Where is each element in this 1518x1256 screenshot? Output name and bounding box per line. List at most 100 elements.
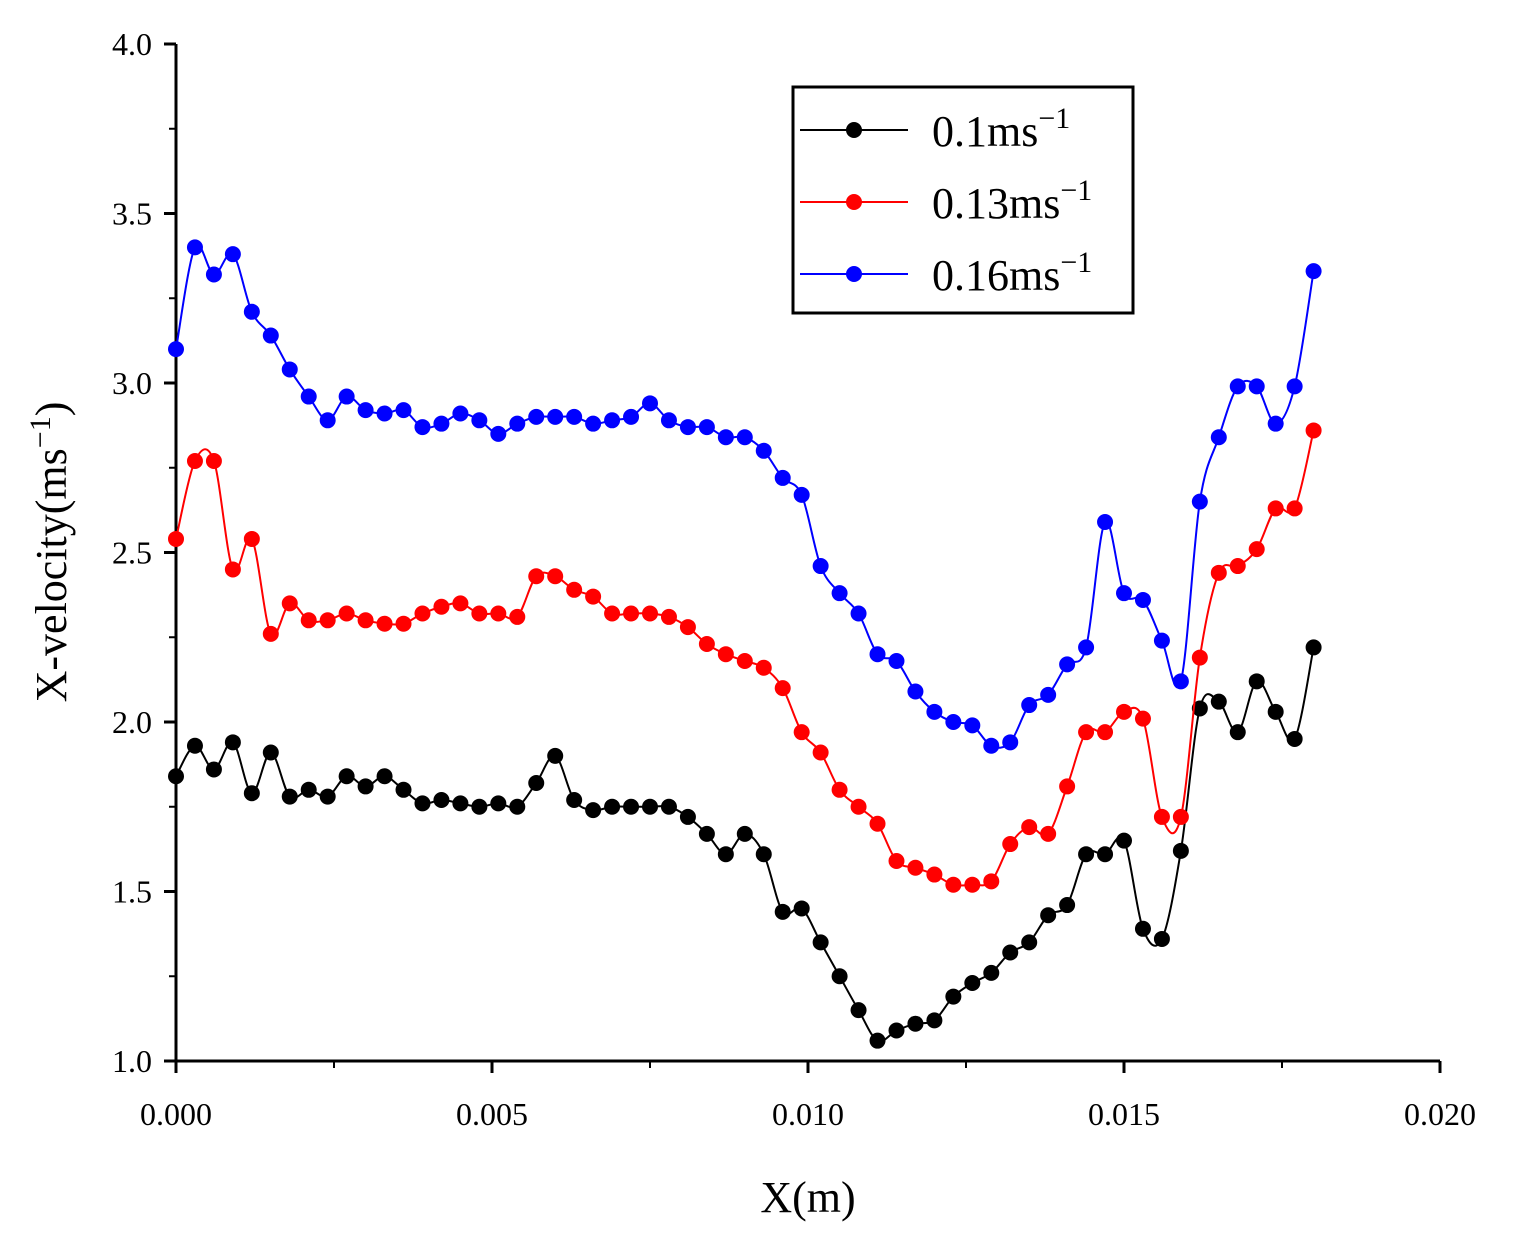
- data-point: [168, 530, 184, 547]
- data-point: [1059, 897, 1076, 914]
- y-tick-label: 4.0: [112, 26, 152, 62]
- data-point: [186, 239, 203, 256]
- legend-marker-1: [846, 194, 862, 210]
- data-point: [338, 605, 355, 622]
- series-2: [168, 239, 1322, 754]
- data-point: [490, 425, 507, 442]
- data-point: [281, 361, 298, 378]
- data-point: [1267, 500, 1284, 517]
- data-point: [1040, 825, 1057, 842]
- data-point: [1040, 907, 1057, 924]
- data-point: [831, 781, 848, 798]
- data-point: [471, 412, 488, 429]
- data-point: [660, 608, 677, 625]
- data-point: [888, 1022, 905, 1039]
- data-point: [205, 761, 222, 778]
- data-point: [1210, 429, 1227, 446]
- data-point: [755, 659, 772, 676]
- legend-marker-2: [846, 266, 862, 282]
- data-point: [1116, 703, 1132, 720]
- data-point: [831, 968, 848, 985]
- y-tick-label: 3.0: [112, 365, 152, 401]
- data-point: [509, 798, 526, 815]
- data-point: [319, 788, 336, 805]
- data-point: [850, 605, 867, 622]
- data-point: [1172, 673, 1189, 690]
- data-point: [585, 415, 602, 432]
- legend-marker-0: [846, 122, 862, 138]
- data-point: [755, 846, 772, 863]
- data-point: [1116, 832, 1132, 849]
- data-point: [395, 402, 412, 419]
- data-point: [395, 615, 412, 632]
- x-axis-title: X(m): [760, 1173, 855, 1222]
- data-point: [907, 683, 924, 700]
- data-point: [414, 419, 431, 436]
- data-point: [262, 744, 279, 761]
- y-tick-label: 2.5: [112, 535, 152, 571]
- data-point: [490, 605, 507, 622]
- data-point: [907, 859, 924, 876]
- data-point: [774, 680, 791, 697]
- data-point: [1229, 378, 1246, 395]
- data-point: [907, 1015, 924, 1032]
- data-point: [793, 900, 810, 917]
- x-tick-label: 0.005: [456, 1096, 528, 1132]
- data-point: [338, 388, 355, 405]
- data-point: [528, 775, 545, 792]
- data-point: [414, 795, 431, 812]
- data-point: [831, 585, 848, 602]
- data-point: [945, 714, 962, 730]
- data-point: [736, 429, 753, 446]
- data-point: [926, 703, 943, 720]
- data-point: [1286, 378, 1303, 395]
- data-point: [1172, 842, 1189, 859]
- data-point: [642, 798, 658, 815]
- data-point: [1097, 724, 1114, 741]
- data-point: [812, 744, 829, 761]
- data-point: [888, 652, 905, 669]
- data-point: [1191, 493, 1208, 510]
- data-point: [300, 612, 317, 629]
- data-point: [1002, 944, 1019, 961]
- data-point: [850, 798, 867, 815]
- data-point: [471, 798, 488, 815]
- data-point: [300, 781, 317, 798]
- data-point: [1021, 934, 1038, 951]
- data-point: [376, 615, 393, 632]
- data-point: [1286, 730, 1303, 747]
- data-point: [528, 408, 545, 425]
- series-layer: [168, 239, 1322, 1049]
- data-point: [755, 442, 772, 459]
- data-point: [1210, 564, 1227, 581]
- data-point: [452, 595, 469, 612]
- data-point: [357, 778, 374, 795]
- data-point: [698, 825, 715, 842]
- axis-ticks: 1.0 1.5 2.0 2.5 3.0 3.5 4.0 0.000 0.005 0.010 0.01…: [112, 26, 1476, 1132]
- data-point: [357, 612, 374, 629]
- series-line-2: [175, 243, 1315, 749]
- data-point: [205, 452, 222, 469]
- data-point: [1134, 920, 1151, 937]
- data-point: [471, 605, 488, 622]
- data-point: [869, 815, 886, 832]
- data-point: [566, 581, 583, 598]
- data-point: [698, 419, 715, 436]
- data-point: [414, 605, 431, 622]
- data-point: [186, 452, 203, 469]
- data-point: [679, 808, 696, 825]
- data-point: [585, 802, 602, 819]
- data-point: [926, 866, 943, 883]
- data-point: [679, 419, 696, 436]
- data-point: [774, 903, 791, 920]
- data-point: [243, 303, 260, 320]
- data-point: [205, 266, 222, 283]
- data-point: [509, 608, 526, 625]
- data-point: [395, 781, 412, 798]
- data-point: [1078, 639, 1095, 656]
- data-point: [1153, 632, 1170, 649]
- data-point: [168, 768, 184, 785]
- data-point: [1116, 585, 1132, 602]
- legend-label-0: 0.1ms−1: [932, 102, 1070, 156]
